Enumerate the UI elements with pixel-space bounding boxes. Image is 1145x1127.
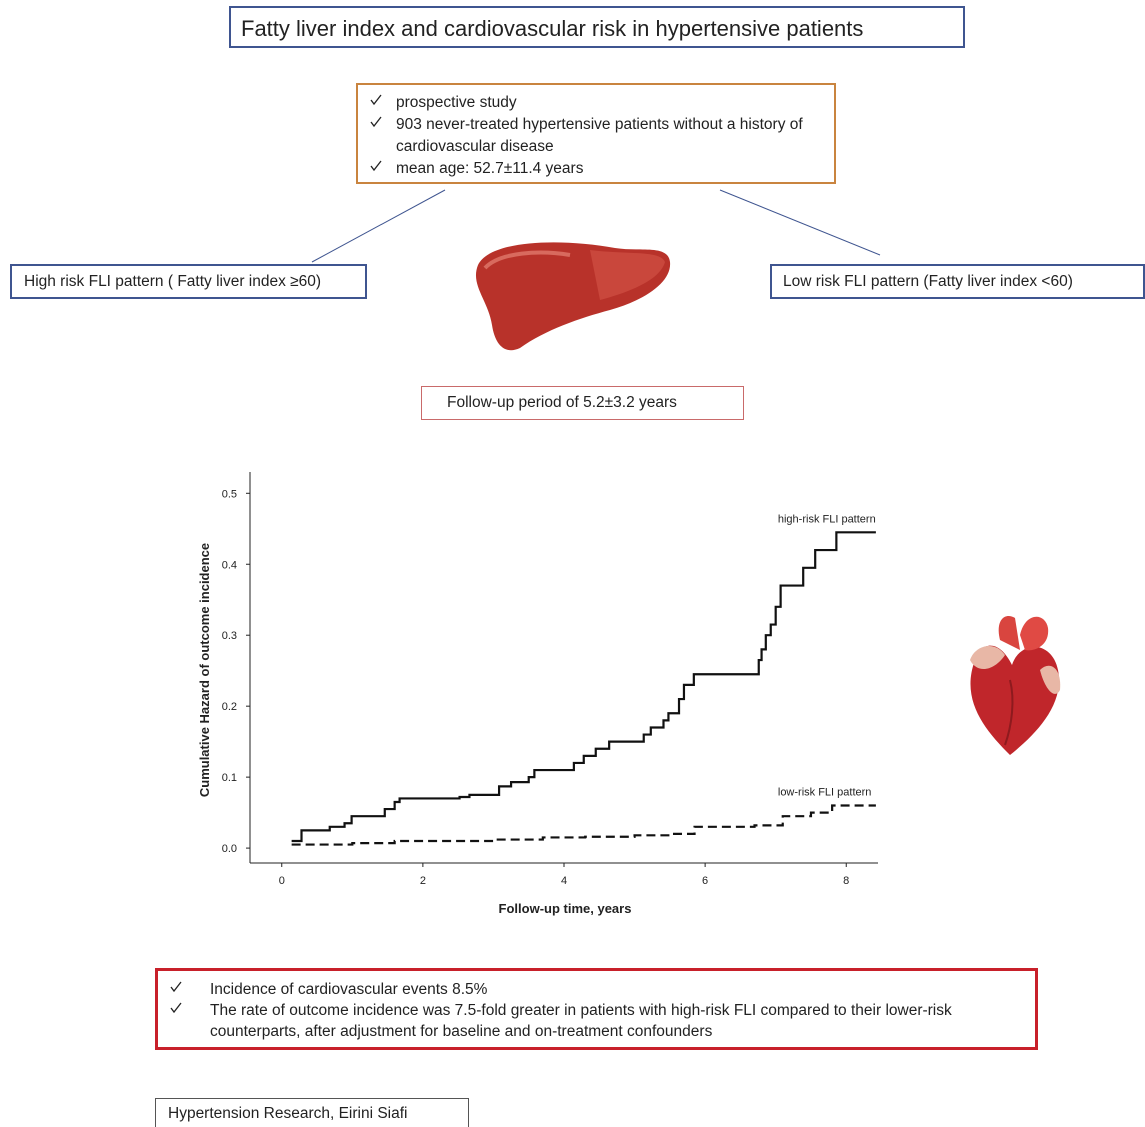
follow-up-box: Follow-up period of 5.2±3.2 years [421,386,744,420]
follow-up-text: Follow-up period of 5.2±3.2 years [447,394,677,411]
page: Follow-up time, years Cumulative Hazard … [0,0,1145,1127]
chart: Follow-up time, years Cumulative Hazard … [197,472,878,916]
y-tick-label: 0.0 [222,843,237,855]
heart-icon [970,616,1060,755]
study-text: 903 never-treated hypertensive patients … [396,114,814,158]
check-icon [370,116,382,128]
footer-text: Hypertension Research, Eirini Siafi [168,1105,408,1122]
series-label: low-risk FLI pattern [778,787,872,799]
x-tick-label: 4 [561,875,567,887]
finding-item: The rate of outcome incidence was 7.5-fo… [170,1000,1015,1042]
study-item: prospective study [370,92,814,114]
y-tick-label: 0.3 [222,630,237,642]
title: Fatty liver index and cardiovascular ris… [241,16,863,41]
study-item: mean age: 52.7±11.4 years [370,158,814,180]
series-label: high-risk FLI pattern [778,513,876,525]
y-tick-label: 0.5 [222,488,237,500]
study-text: prospective study [396,92,517,114]
series-line [292,806,876,845]
title-box: Fatty liver index and cardiovascular ris… [229,6,965,48]
check-icon [170,1002,182,1014]
x-tick-label: 6 [702,875,708,887]
connector [312,190,445,262]
low-risk-box: Low risk FLI pattern (Fatty liver index … [770,264,1145,299]
x-axis-label: Follow-up time, years [499,901,632,916]
study-item: 903 never-treated hypertensive patients … [370,114,814,158]
study-text: mean age: 52.7±11.4 years [396,158,583,180]
study-box: prospective study 903 never-treated hype… [356,83,836,184]
y-tick-label: 0.1 [222,772,237,784]
check-icon [170,981,182,993]
x-tick-label: 2 [420,875,426,887]
findings-box: Incidence of cardiovascular events 8.5% … [155,968,1038,1050]
connector [720,190,880,255]
y-tick-label: 0.4 [222,559,237,571]
high-risk-text: High risk FLI pattern ( Fatty liver inde… [24,273,321,290]
x-tick-label: 8 [843,875,849,887]
x-tick-label: 0 [279,875,285,887]
finding-text: The rate of outcome incidence was 7.5-fo… [210,1000,1015,1042]
liver-icon [476,242,670,350]
footer-box: Hypertension Research, Eirini Siafi [155,1098,469,1127]
y-tick-label: 0.2 [222,701,237,713]
check-icon [370,160,382,172]
check-icon [370,94,382,106]
high-risk-box: High risk FLI pattern ( Fatty liver inde… [10,264,367,299]
finding-text: Incidence of cardiovascular events 8.5% [210,979,487,1000]
low-risk-text: Low risk FLI pattern (Fatty liver index … [783,273,1073,290]
finding-item: Incidence of cardiovascular events 8.5% [170,979,1015,1000]
y-axis-label: Cumulative Hazard of outcome incidence [197,543,212,797]
